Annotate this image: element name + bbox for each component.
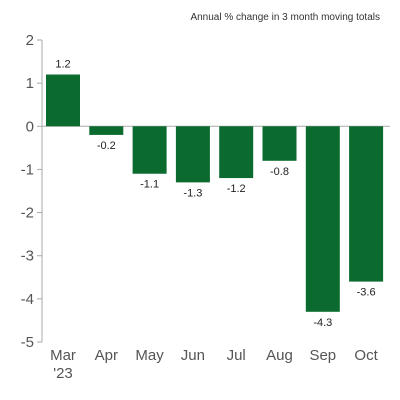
- data-label-aug: -0.8: [270, 166, 289, 178]
- x-category-label: Mar: [50, 347, 76, 364]
- x-axis-labels: Mar'23 Apr May Jun Jul Aug Sep Oct: [50, 347, 379, 382]
- x-category-label: Aug: [266, 347, 293, 364]
- bars-group: [46, 74, 384, 312]
- data-label-jul: -1.2: [227, 183, 246, 195]
- bar-may: [132, 126, 167, 174]
- data-label-mar: 1.2: [55, 59, 70, 71]
- y-tick-label: 0: [26, 118, 34, 135]
- x-category-label: Apr: [95, 347, 118, 364]
- data-labels-group: 1.2 -0.2 -1.1 -1.3 -1.2 -0.8 -4.3 -3.6: [55, 59, 375, 329]
- bar-sep: [305, 126, 340, 312]
- bar-jul: [219, 126, 254, 179]
- data-label-apr: -0.2: [97, 140, 116, 152]
- bar-jun: [175, 126, 210, 183]
- bar-apr: [89, 126, 124, 135]
- y-tick-label: -4: [21, 291, 34, 308]
- data-label-jun: -1.3: [183, 187, 202, 199]
- data-label-sep: -4.3: [313, 317, 332, 329]
- x-category-label: Oct: [354, 347, 378, 364]
- x-category-label: Jul: [227, 347, 246, 364]
- x-category-label: May: [135, 347, 164, 364]
- y-tick-label: -2: [21, 205, 34, 222]
- chart-subtitle: Annual % change in 3 month moving totals: [190, 12, 380, 23]
- y-tick-label: 1: [26, 75, 34, 92]
- bar-oct: [349, 126, 384, 282]
- data-label-oct: -3.6: [357, 287, 376, 299]
- y-axis-ticks: 2 1 0 -1 -2 -3 -4 -5: [21, 32, 42, 351]
- y-tick-label: -1: [21, 161, 34, 178]
- bar-mar: [46, 74, 80, 127]
- bar-aug: [262, 126, 297, 161]
- x-category-label: Sep: [309, 347, 336, 364]
- y-tick-label: 2: [26, 32, 34, 49]
- x-category-label: Jun: [181, 347, 205, 364]
- y-tick-label: -3: [21, 248, 34, 265]
- x-category-sublabel: '23: [53, 365, 73, 382]
- data-label-may: -1.1: [140, 179, 159, 191]
- y-tick-label: -5: [21, 334, 34, 351]
